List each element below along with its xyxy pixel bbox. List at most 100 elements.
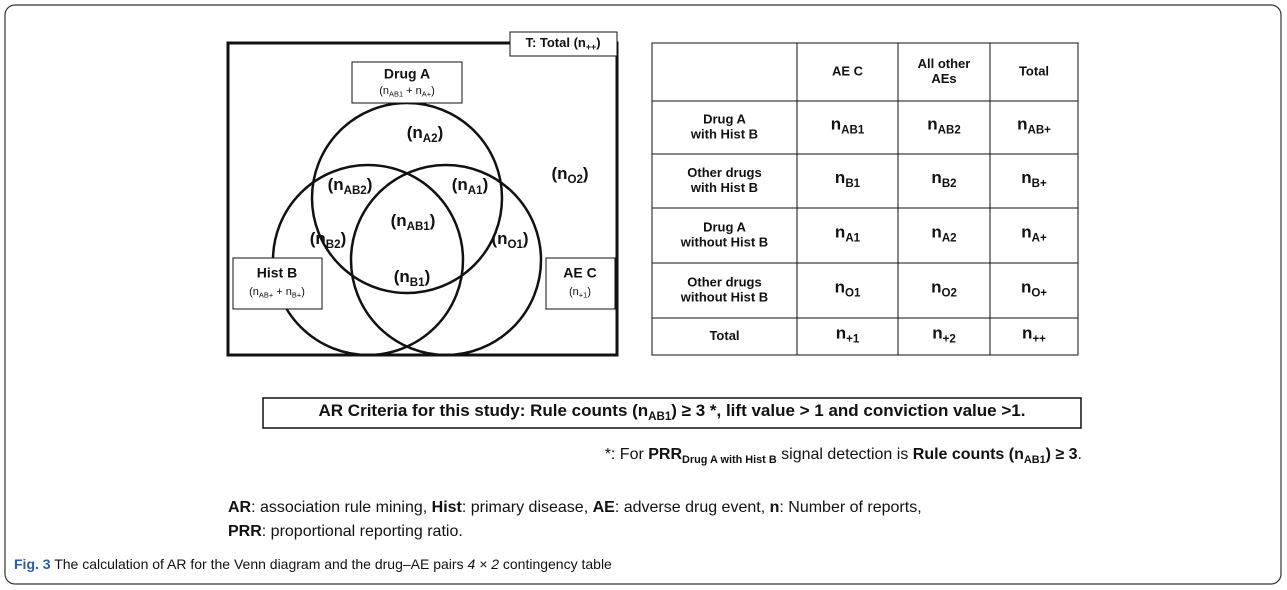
text-run: +1 bbox=[579, 290, 588, 299]
text-run: The calculation of AR for the Venn diagr… bbox=[51, 556, 468, 572]
text-run: (n bbox=[551, 164, 567, 183]
text-run: B+ bbox=[292, 290, 301, 299]
text-run: A1 bbox=[845, 233, 860, 245]
table-cell: nO+ bbox=[1021, 278, 1047, 300]
text-run: ) ≥ 3 bbox=[1046, 446, 1078, 463]
total-label: T: Total (n++) bbox=[525, 35, 600, 52]
text-run: ) bbox=[587, 286, 591, 298]
text-run: n bbox=[1021, 168, 1031, 187]
text-run: ) ≥ 3 *, lift value > 1 and conviction v… bbox=[671, 401, 1025, 420]
text-run: B2 bbox=[326, 239, 341, 251]
text-run: A2 bbox=[942, 233, 957, 245]
text-run: (n bbox=[249, 286, 259, 298]
text-run: (n bbox=[407, 123, 423, 142]
hist-b-box bbox=[232, 257, 323, 310]
row-header: Other drugs bbox=[687, 274, 761, 289]
table-cell: nO2 bbox=[931, 278, 957, 300]
text-run: ) bbox=[523, 229, 529, 248]
text-run: n bbox=[931, 168, 941, 187]
text-run: Drug A with Hist B bbox=[682, 454, 777, 466]
text-run: ) bbox=[430, 211, 436, 230]
text-run: Hist bbox=[432, 499, 463, 516]
box-formula: (n+1) bbox=[569, 286, 591, 299]
table-cell: nAB1 bbox=[831, 115, 865, 137]
text-run: : adverse drug event, bbox=[615, 499, 770, 516]
region-label: (nAB2) bbox=[328, 175, 373, 197]
table-cell: nAB+ bbox=[1017, 115, 1051, 137]
text-run: ) bbox=[301, 286, 305, 298]
text-run: (n bbox=[452, 175, 468, 194]
text-run: ) bbox=[341, 229, 347, 248]
table-cell: nA+ bbox=[1021, 223, 1047, 245]
text-run: n bbox=[835, 278, 845, 297]
text-run: (n bbox=[391, 211, 407, 230]
text-run: n bbox=[1021, 278, 1031, 297]
row-header: Total bbox=[709, 328, 739, 343]
text-run: AB1 bbox=[648, 411, 672, 423]
row-header: Other drugs bbox=[687, 165, 761, 180]
row-header: with Hist B bbox=[690, 180, 758, 195]
table-cell: nA1 bbox=[835, 223, 861, 245]
text-run: : Number of reports, bbox=[779, 499, 921, 516]
text-run: O1 bbox=[507, 239, 523, 251]
text-run: AR bbox=[228, 499, 252, 516]
region-label: (nB2) bbox=[310, 229, 346, 251]
column-header: All other bbox=[918, 56, 971, 71]
row-header: without Hist B bbox=[680, 289, 768, 304]
total-box bbox=[509, 31, 618, 57]
box-title: Drug A bbox=[384, 66, 430, 82]
text-run: n bbox=[931, 278, 941, 297]
text-run: AB2 bbox=[344, 185, 367, 197]
circle-ae-c bbox=[349, 163, 543, 357]
text-run: ) bbox=[596, 35, 600, 50]
text-run: n bbox=[1017, 115, 1027, 134]
box-formula: (nAB1 + nA+) bbox=[379, 85, 435, 98]
text-run: PRR bbox=[648, 446, 682, 463]
text-run: B+ bbox=[1032, 178, 1047, 190]
text-run: : primary disease, bbox=[462, 499, 593, 516]
drug-a-box bbox=[351, 61, 463, 104]
text-run: n bbox=[770, 499, 780, 516]
criteria-box bbox=[262, 397, 1082, 429]
text-run: + n bbox=[273, 286, 292, 298]
text-run: (n bbox=[569, 286, 579, 298]
box-title: AE C bbox=[563, 265, 596, 281]
text-run: A1 bbox=[468, 185, 483, 197]
text-run: : proportional reporting ratio. bbox=[262, 523, 463, 540]
text-run: Fig. 3 bbox=[14, 556, 51, 572]
text-run: O+ bbox=[1031, 288, 1047, 300]
region-label: (nB1) bbox=[394, 267, 430, 289]
text-run: n bbox=[831, 115, 841, 134]
row-header: Drug A bbox=[703, 219, 746, 234]
text-run: B1 bbox=[410, 277, 425, 289]
text-run: (n bbox=[394, 267, 410, 286]
text-run: n bbox=[1022, 324, 1032, 343]
venn-frame bbox=[226, 41, 619, 357]
text-run: B1 bbox=[845, 178, 860, 190]
text-run: ) bbox=[583, 164, 589, 183]
text-run: . bbox=[1078, 446, 1082, 463]
text-run: signal detection is bbox=[777, 446, 913, 463]
text-run: ) bbox=[425, 267, 431, 286]
text-run: n bbox=[835, 168, 845, 187]
text-run: n bbox=[931, 223, 941, 242]
text-run: n bbox=[1021, 223, 1031, 242]
text-run: n bbox=[835, 223, 845, 242]
text-run: O1 bbox=[845, 288, 861, 300]
text-run: (n bbox=[491, 229, 507, 248]
text-run: contingency table bbox=[499, 556, 612, 572]
text-run: + n bbox=[403, 85, 422, 97]
text-run: ) bbox=[483, 175, 489, 194]
text-run: n bbox=[932, 324, 942, 343]
text-run: +1 bbox=[846, 334, 860, 346]
text-run: AB+ bbox=[259, 290, 273, 299]
table-cell: n+1 bbox=[836, 324, 860, 346]
text-run: ++ bbox=[586, 42, 596, 52]
text-run: n bbox=[836, 324, 846, 343]
table-cell: nB1 bbox=[835, 168, 861, 190]
text-run: AB1 bbox=[407, 221, 431, 233]
region-label: (nO2) bbox=[551, 164, 588, 186]
text-run: 4 × 2 bbox=[467, 556, 499, 572]
region-label: (nA2) bbox=[407, 123, 443, 145]
